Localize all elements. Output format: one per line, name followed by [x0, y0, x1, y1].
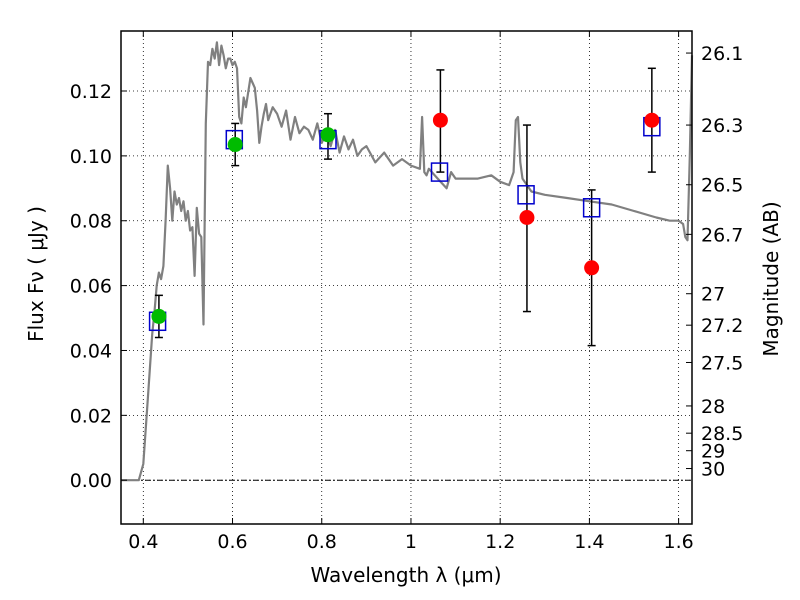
- x-tick-label: 1.6: [664, 531, 694, 553]
- y2-tick-label: 28.5: [701, 423, 743, 445]
- model-spectrum-line: [121, 41, 694, 482]
- observed-flux-marker: [584, 260, 600, 276]
- synthetic-flux-marker: [582, 198, 601, 218]
- y-tick-label: 0.08: [70, 211, 112, 233]
- x-tick-label: 0.4: [128, 531, 158, 553]
- x-tick-label: 0.8: [307, 531, 337, 553]
- x-tick-label: 0.6: [217, 531, 247, 553]
- plot-frame: [120, 30, 693, 525]
- x-tick-label: 1: [405, 531, 417, 553]
- synthetic-flux-marker: [517, 185, 535, 205]
- observed-flux-marker: [151, 308, 167, 324]
- x-axis-ticks: 0.4 0.6 0.8 1 1.2 1.4 1.6: [128, 31, 694, 553]
- x-tick-label: 1.4: [574, 531, 604, 553]
- y-axis-label: Flux Fν ( μJy ): [24, 206, 48, 342]
- observed-flux-marker: [644, 112, 660, 128]
- x-tick-label: 1.2: [485, 531, 515, 553]
- x-axis-label: Wavelength λ (μm): [310, 563, 501, 587]
- observed-flux-marker: [227, 137, 243, 153]
- observed-flux-marker: [320, 127, 336, 143]
- y2-tick-label: 27.5: [701, 352, 743, 374]
- y2-tick-label: 28: [701, 396, 725, 418]
- y2-tick-label: 26.1: [701, 43, 743, 65]
- y2-tick-label: 27.2: [701, 315, 743, 337]
- y2-axis-label: Magnitude (AB): [759, 201, 783, 356]
- y-tick-label: 0.12: [70, 81, 112, 103]
- synthetic-flux-marker: [430, 162, 449, 182]
- y2-tick-label: 27: [701, 284, 725, 306]
- y-tick-label: 0.10: [70, 146, 112, 168]
- y2-tick-label: 26.7: [701, 224, 743, 246]
- y2-tick-label: 29: [701, 441, 725, 463]
- y2-tick-label: 26.3: [701, 115, 743, 137]
- y-tick-label: 0.06: [70, 276, 112, 298]
- y-axis-ticks: 0.00 0.02 0.04 0.06 0.08 0.10 0.12: [70, 81, 127, 492]
- error-bars: [154, 67, 656, 347]
- model-spectrum: [121, 41, 694, 482]
- observed-flux-marker: [519, 209, 535, 225]
- observed-flux-marker: [432, 112, 448, 128]
- y2-tick-label: 30: [701, 459, 725, 481]
- y-tick-label: 0.02: [70, 405, 112, 427]
- y-tick-label: 0.04: [70, 340, 112, 362]
- y-tick-label: 0.00: [70, 470, 112, 492]
- data-markers: [148, 112, 661, 332]
- y2-tick-label: 26.5: [701, 175, 743, 197]
